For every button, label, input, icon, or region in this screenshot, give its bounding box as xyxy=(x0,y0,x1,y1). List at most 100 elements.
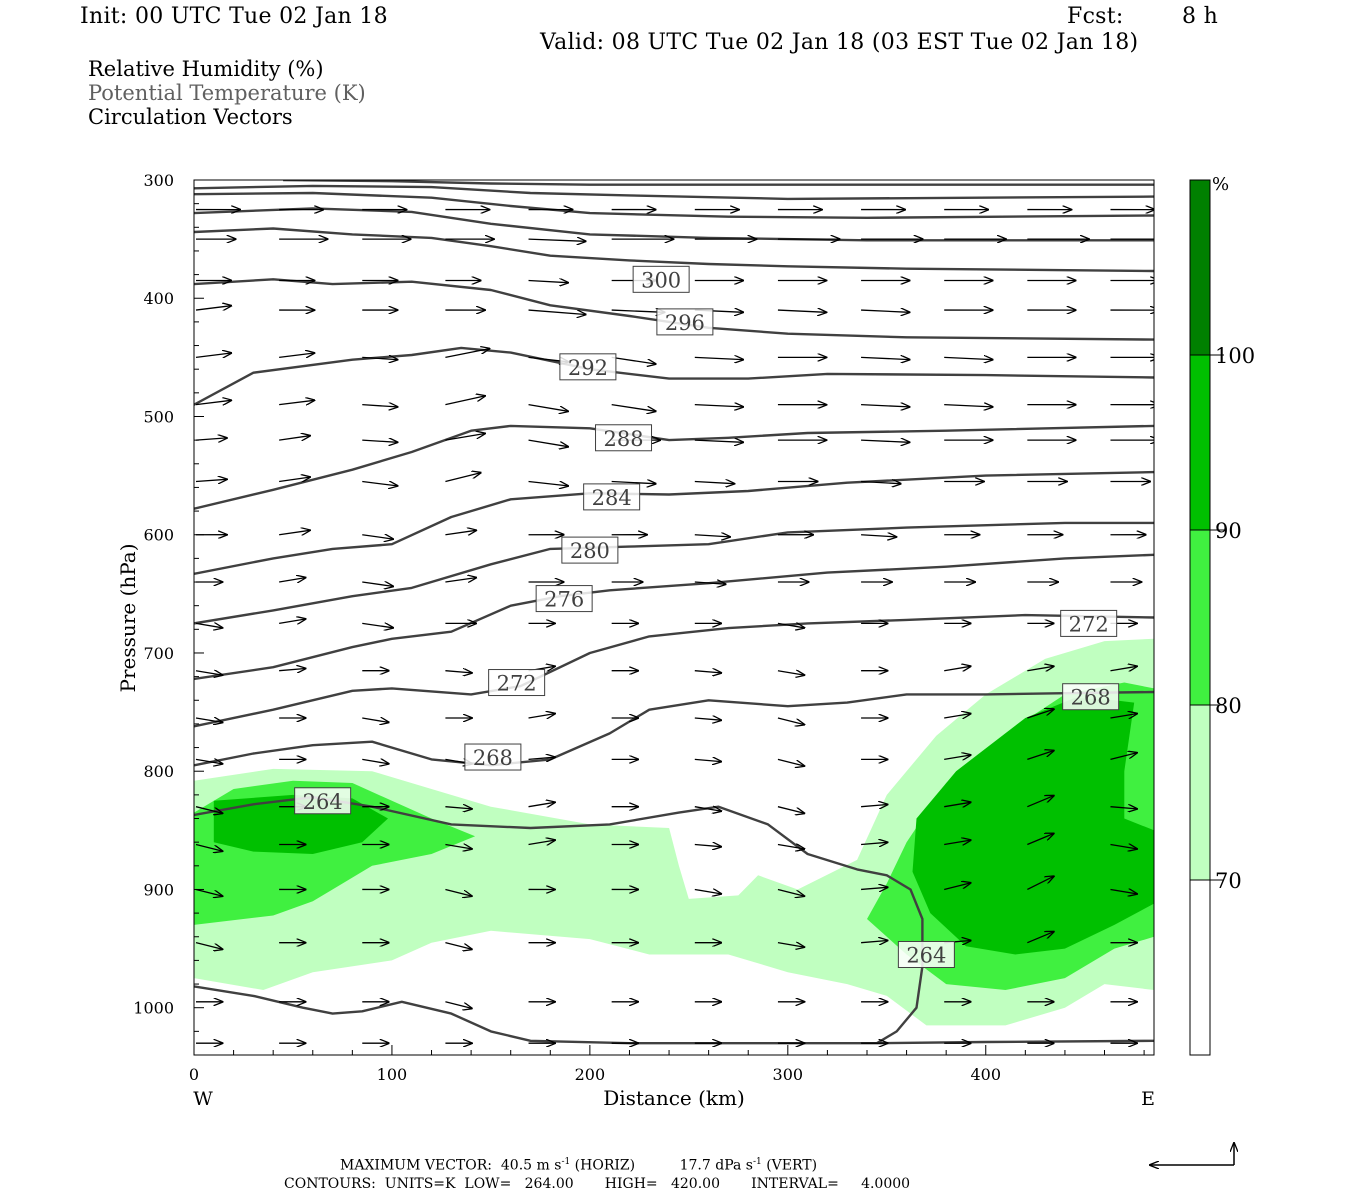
vector-arrow xyxy=(861,887,887,889)
vector-arrow xyxy=(195,353,231,357)
isentrope-label-box xyxy=(632,265,690,293)
vector-arrow xyxy=(694,807,721,811)
colorbar-unit: % xyxy=(1212,174,1229,195)
vector-arrow xyxy=(195,942,222,950)
vector-arrow xyxy=(195,438,227,440)
vector-arrow xyxy=(861,440,909,442)
max-vector-horiz-exp: -1 xyxy=(561,1157,571,1167)
vector-arrow xyxy=(362,357,397,359)
vector-arrow xyxy=(944,840,970,844)
contours-info: CONTOURS: UNITS=K LOW= 264.00 HIGH= 420.… xyxy=(284,1176,911,1192)
isentrope-label-284-0: 284 xyxy=(583,483,641,511)
isentrope-label-box xyxy=(1062,683,1120,711)
y-tick-label: 1000 xyxy=(133,999,174,1018)
isentrope-292-7 xyxy=(194,346,1154,406)
vector-arrow xyxy=(861,357,909,359)
x-tick-label: 0 xyxy=(189,1065,199,1084)
vector-arrow xyxy=(861,482,901,484)
max-vector-label: MAXIMUM VECTOR: xyxy=(340,1157,492,1174)
humidity-fill-layer xyxy=(194,638,1154,1026)
vector-arrow xyxy=(1110,845,1136,849)
vector-arrow xyxy=(861,805,887,807)
vector-arrow xyxy=(528,840,555,844)
isentrope-label-text: 276 xyxy=(544,588,584,612)
isentrope-label-text: 264 xyxy=(906,943,946,967)
vector-arrow xyxy=(777,806,804,814)
isentrope-316-13 xyxy=(283,180,1154,186)
isentrope-288-6 xyxy=(194,424,1154,510)
vector-arrow xyxy=(944,755,970,759)
isentrope-label-296-0: 296 xyxy=(656,308,714,336)
isentrope-label-box xyxy=(583,483,641,511)
vector-arrow xyxy=(944,666,970,670)
vector-arrow xyxy=(279,436,310,440)
isentrope-label-text: 268 xyxy=(473,746,513,770)
vector-arrow xyxy=(1110,889,1136,893)
vector-arrow xyxy=(694,845,721,847)
vector-arrow xyxy=(1027,932,1053,944)
vector-arrow xyxy=(528,239,586,241)
vector-arrow xyxy=(362,582,393,586)
vector-arrow xyxy=(195,759,222,763)
y-tick-label: 700 xyxy=(143,644,174,663)
isentrope-label-box xyxy=(897,940,955,968)
vector-arrow xyxy=(445,888,471,896)
vector-arrow xyxy=(777,310,826,312)
vector-arrow xyxy=(694,440,743,442)
vector-arrow xyxy=(1110,714,1136,718)
vector-arrow xyxy=(1027,709,1053,719)
y-tick-label: 400 xyxy=(143,289,174,308)
vector-layer xyxy=(195,210,1154,1044)
colorbar-swatch xyxy=(1189,704,1211,881)
isentrope-label-272-1: 272 xyxy=(1060,609,1118,637)
vector-arrow xyxy=(944,883,970,891)
isentrope-300-9 xyxy=(194,227,1154,273)
vector-arrow xyxy=(528,757,555,759)
field-theta-label: Potential Temperature (K) xyxy=(88,81,366,105)
forecast-label: Fcst: xyxy=(1067,4,1124,29)
vector-arrow xyxy=(528,802,555,806)
vector-arrow xyxy=(528,714,555,718)
isentrope-label-layer: 264 264 268 268 272 272 276 280 284 288 292 296 300 xyxy=(294,265,1120,968)
vector-arrow xyxy=(611,404,656,412)
isentrope-label-276-0: 276 xyxy=(535,585,593,613)
isentrope-label-box xyxy=(488,669,546,697)
vector-arrow xyxy=(528,404,569,412)
vector-arrow xyxy=(445,942,471,950)
vector-arrow xyxy=(1027,834,1053,846)
y-axis-title: Pressure (hPa) xyxy=(116,544,140,693)
vector-arrow xyxy=(944,357,992,359)
isentrope-label-280-0: 280 xyxy=(561,536,619,564)
isentrope-label-box xyxy=(595,424,653,452)
vector-arrow xyxy=(1027,796,1053,808)
colorbar: 70 80 90 100% xyxy=(1189,174,1255,1056)
isentrope-label-box xyxy=(559,353,617,381)
isentrope-label-272-0: 272 xyxy=(488,669,546,697)
y-tick-label: 500 xyxy=(143,407,174,426)
vector-arrow xyxy=(1027,666,1053,670)
isentrope-304-10 xyxy=(194,207,1154,242)
isentrope-label-264-0: 264 xyxy=(294,787,352,815)
vector-arrow xyxy=(861,310,909,312)
isentrope-272-2 xyxy=(194,613,1154,728)
vector-arrow xyxy=(694,759,721,761)
vector-arrow xyxy=(362,482,397,486)
vector-arrow xyxy=(362,440,397,442)
init-time: Init: 00 UTC Tue 02 Jan 18 xyxy=(80,4,388,29)
vector-arrow xyxy=(445,473,480,483)
vector-arrow xyxy=(694,582,726,584)
vector-arrow xyxy=(777,758,804,766)
isentrope-label-text: 268 xyxy=(1071,686,1111,710)
vector-arrow xyxy=(445,845,471,849)
y-tick-label: 800 xyxy=(143,762,174,781)
colorbar-label: 80 xyxy=(1215,694,1242,718)
isentrope-label-box xyxy=(656,308,714,336)
axis-layer: 0 100 200 300 400 300 400 500 600 700 800 900 1000 xyxy=(133,171,1145,1084)
max-vector-horiz-tag: (HORIZ) xyxy=(574,1157,636,1174)
vector-arrow xyxy=(362,405,397,407)
isentrope-label-box xyxy=(464,743,522,771)
vector-arrow xyxy=(445,671,471,673)
vector-arrow xyxy=(445,434,485,441)
vector-arrow xyxy=(279,353,314,357)
vector-arrow xyxy=(777,943,804,947)
